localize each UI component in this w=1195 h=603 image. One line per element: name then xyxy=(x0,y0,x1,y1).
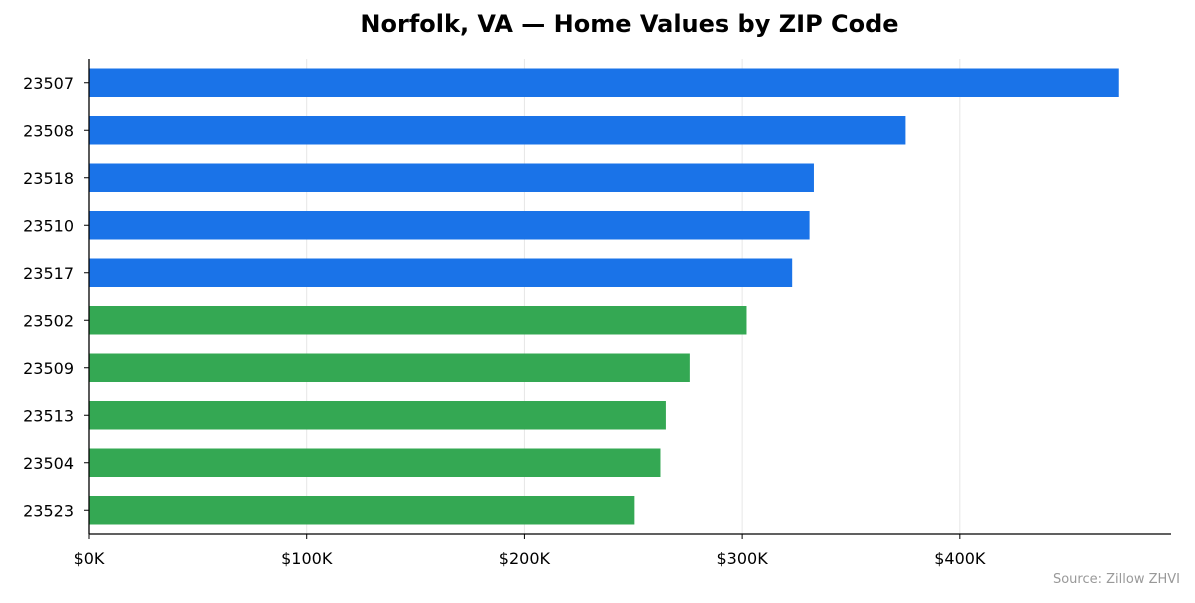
y-tick-label: 23518 xyxy=(23,169,74,188)
x-tick-label: $200K xyxy=(499,549,551,568)
x-tick-label: $100K xyxy=(281,549,333,568)
bar-23508 xyxy=(89,116,906,145)
x-tick-label: $300K xyxy=(717,549,769,568)
bars xyxy=(89,68,1119,525)
bar-23518 xyxy=(89,163,814,192)
x-tick-label: $0K xyxy=(74,549,105,568)
bar-23507 xyxy=(89,68,1119,97)
bar-23509 xyxy=(89,353,690,382)
y-tick-label: 23502 xyxy=(23,311,74,330)
bar-23517 xyxy=(89,258,793,287)
bar-23510 xyxy=(89,211,810,240)
source-note: Source: Zillow ZHVI xyxy=(1052,572,1180,587)
tick-labels: 23507 23508 23518 23510 23517 23502 23509 23513… xyxy=(23,74,986,568)
chart-title: Norfolk, VA — Home Values by ZIP Code xyxy=(360,10,899,38)
y-tick-label: 23513 xyxy=(23,406,74,425)
y-tick-label: 23508 xyxy=(23,121,74,140)
bar-23513 xyxy=(89,401,666,430)
bar-23504 xyxy=(89,448,661,477)
x-tick-label: $400K xyxy=(934,549,986,568)
y-tick-label: 23523 xyxy=(23,501,74,520)
y-tick-label: 23507 xyxy=(23,74,74,93)
y-tick-label: 23509 xyxy=(23,359,74,378)
axes xyxy=(84,59,1171,539)
y-tick-label: 23504 xyxy=(23,454,74,473)
bar-23523 xyxy=(89,496,635,525)
bar-23502 xyxy=(89,306,747,335)
y-tick-label: 23510 xyxy=(23,216,74,235)
y-tick-label: 23517 xyxy=(23,264,74,283)
